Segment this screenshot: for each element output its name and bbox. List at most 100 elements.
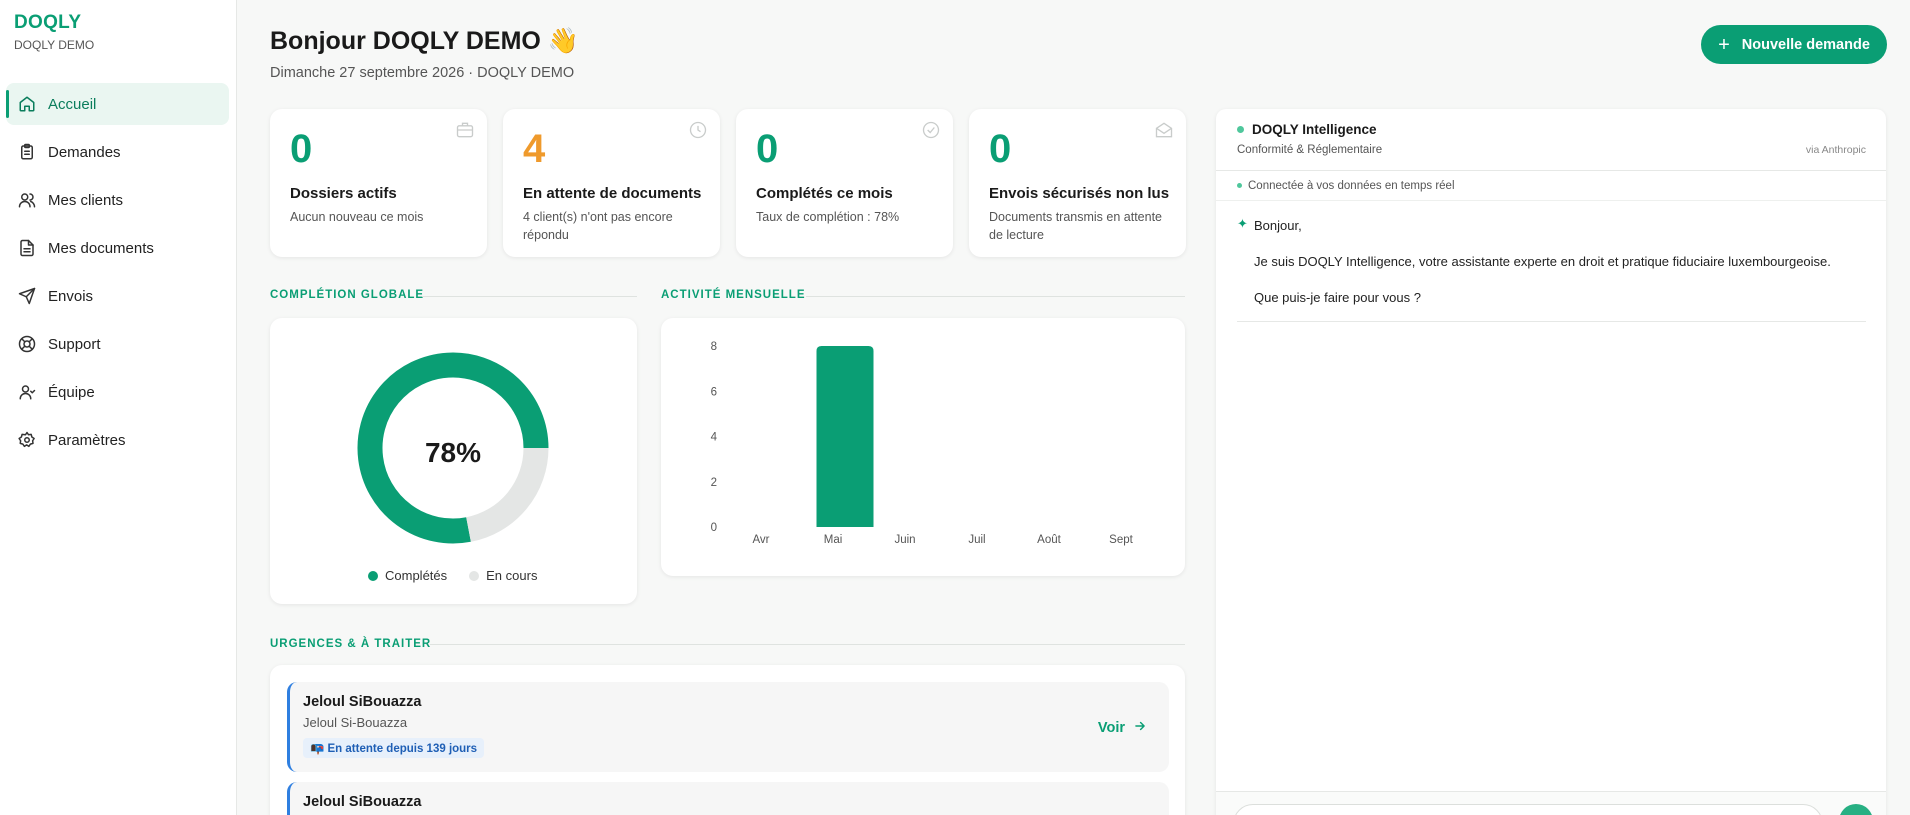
stat-value: 0 [290,127,313,171]
clock-icon [688,120,708,140]
donut-slice-pending [465,447,549,542]
legend-item-done: Complétés [368,568,447,583]
legend-label: En cours [486,568,538,583]
sidebar-item-mes-clients[interactable]: Mes clients [6,179,229,221]
sidebar-item-label: Paramètres [48,431,126,449]
stat-title: Envois sécurisés non lus [989,185,1170,202]
section-completion-label: COMPLÉTION GLOBALE [270,289,425,301]
page-title: Bonjour DOQLY DEMO 👋 [270,27,579,55]
voir-button[interactable]: Voir [1098,719,1147,737]
arrow-right-icon [1133,719,1147,737]
sparkle-icon: ✦ [1237,216,1248,231]
brand-logo[interactable]: DOQLY [14,12,82,33]
activity-chart: 0 2 4 6 8 Avr Mai Juin Juil Août Sept [661,318,1185,576]
donut-chart: 78% [357,352,549,544]
sidebar-item-demandes[interactable]: Demandes [6,131,229,173]
legend-label: Complétés [385,568,448,583]
gear-icon [18,431,36,449]
stat-card-en-attente[interactable]: 4 En attente de documents 4 client(s) n'… [503,109,720,257]
send-button[interactable] [1839,804,1873,815]
sidebar-item-mes-documents[interactable]: Mes documents [6,227,229,269]
list-item[interactable]: Jeloul SiBouazza [287,782,1169,815]
urgent-list: Jeloul SiBouazza Jeloul Si-Bouazza 📭 En … [270,665,1185,815]
ai-input-area [1216,791,1886,815]
stat-card-dossiers-actifs[interactable]: 0 Dossiers actifs Aucun nouveau ce mois [270,109,487,257]
sidebar-item-label: Mes clients [48,191,124,209]
stat-subtitle: Taux de complétion : 78% [756,210,900,224]
ai-title-label: DOQLY Intelligence [1252,122,1377,137]
stat-value: 0 [989,127,1012,171]
mail-open-icon [1154,120,1174,140]
bar-chart: 0 2 4 6 8 Avr Mai Juin Juil Août Sept [711,341,1134,546]
sidebar-item-support[interactable]: Support [6,323,229,365]
ai-message-line: Que puis-je faire pour vous ? [1254,290,1421,305]
stat-card-completes[interactable]: 0 Complétés ce mois Taux de complétion :… [736,109,953,257]
stat-card-envois-non-lus[interactable]: 0 Envois sécurisés non lus Documents tra… [969,109,1186,257]
stat-subtitle: 4 client(s) n'ont pas encore répondu [523,210,673,242]
stat-title: Dossiers actifs [290,185,397,202]
sidebar-item-accueil[interactable]: Accueil [6,83,229,125]
ai-chat-input[interactable] [1233,804,1823,815]
new-request-button[interactable]: + Nouvelle demande [1701,25,1887,64]
donut-center-label: 78% [425,437,481,468]
ai-provider: via Anthropic [1805,144,1866,156]
ai-subtitle: Conformité & Réglementaire [1237,144,1383,156]
sidebar: DOQLY DOQLY DEMO Accueil Demandes Mes cl… [0,0,237,815]
x-tick-label: Mai [824,534,843,546]
x-tick-label: Août [1037,534,1061,546]
x-tick-label: Juil [968,534,985,546]
voir-label: Voir [1097,720,1125,736]
section-divider [430,644,1185,645]
stat-value: 4 [523,127,546,171]
sidebar-item-equipe[interactable]: Équipe [6,371,229,413]
ai-panel-header: DOQLY Intelligence Conformité & Réglemen… [1216,109,1886,171]
status-badge: 📭 En attente depuis 139 jours [303,738,485,758]
y-tick-label: 6 [711,386,717,398]
status-dot-icon [1237,183,1242,188]
sidebar-item-envois[interactable]: Envois [6,275,229,317]
legend-item-pending: En cours [469,568,537,583]
ai-connection-label: Connectée à vos données en temps réel [1248,179,1455,192]
sidebar-item-parametres[interactable]: Paramètres [6,419,229,461]
stat-subtitle: Aucun nouveau ce mois [290,210,424,224]
users-icon [18,191,36,209]
section-divider [422,296,637,297]
user-icon [18,383,36,401]
y-tick-label: 4 [711,432,718,444]
completion-chart: 78% Complétés En cours [270,318,637,604]
ai-title: DOQLY Intelligence [1237,122,1377,137]
urgent-client-name: Jeloul SiBouazza [303,694,422,710]
section-divider [806,296,1185,297]
ai-message-line: Bonjour, [1254,218,1302,233]
briefcase-icon [455,120,475,140]
home-icon [18,95,36,113]
status-dot-icon [1237,126,1244,133]
x-tick-label: Avr [752,534,769,546]
sidebar-nav: Accueil Demandes Mes clients Mes documen… [0,83,237,467]
y-tick-label: 2 [711,477,717,489]
stat-title: Complétés ce mois [756,185,893,202]
ai-message-line: Je suis DOQLY Intelligence, votre assist… [1254,254,1831,269]
stat-subtitle: Documents transmis en attente de lecture [989,210,1162,242]
sidebar-item-label: Accueil [48,95,97,113]
ai-connection-status: Connectée à vos données en temps réel [1216,171,1886,201]
legend-dot [469,570,480,581]
ai-message: ✦ Bonjour, Je suis DOQLY Intelligence, v… [1237,216,1866,322]
chart-legend: Complétés En cours [368,568,537,583]
bar-mai [816,346,874,527]
brand: DOQLY DOQLY DEMO [14,12,94,52]
x-tick-label: Juin [894,534,915,546]
list-item[interactable]: Jeloul SiBouazza Jeloul Si-Bouazza 📭 En … [287,682,1169,772]
section-activity-label: ACTIVITÉ MENSUELLE [661,289,806,301]
sidebar-item-label: Support [48,335,101,353]
clipboard-icon [18,143,36,161]
sidebar-item-label: Équipe [48,383,95,401]
stat-value: 0 [756,127,779,171]
ai-assistant-panel: DOQLY Intelligence Conformité & Réglemen… [1216,109,1886,815]
sidebar-item-label: Envois [48,287,94,305]
section-urgent-label: URGENCES & À TRAITER [270,638,432,650]
document-icon [18,239,36,257]
check-circle-icon [921,120,941,140]
lifebuoy-icon [18,335,36,353]
new-request-label: Nouvelle demande [1741,36,1870,53]
